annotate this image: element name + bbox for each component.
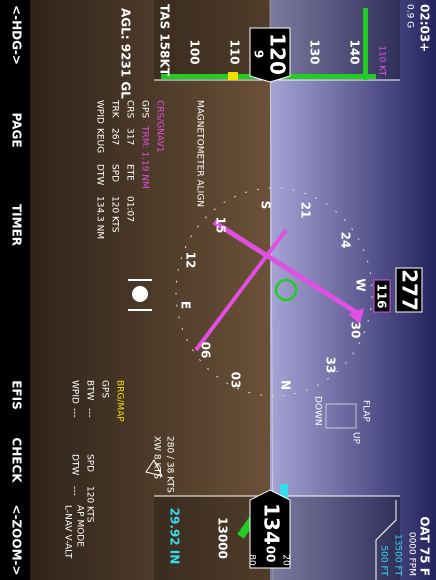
nav1-field: TRK [110,99,120,119]
nav1-field: SPD [110,164,120,182]
nav1-field: ETE [125,164,135,181]
rose-label: 15 [214,217,228,234]
g-load: 0.9 G [405,4,415,28]
softkey[interactable]: CHECK [10,437,24,483]
rose-label: S [259,201,273,210]
green-arc [363,8,368,80]
nav1-field: 120 KTS [110,196,120,233]
needle-head [348,308,364,324]
flap-up: UP [351,432,361,445]
wind: 280 / 38 KTS [165,436,175,493]
heading-readout: 277 [398,269,422,311]
nav2-field: DTW [70,454,80,475]
softkey[interactable]: <-HDG-> [10,5,24,65]
nav2-field: --- [70,486,80,496]
ground [30,0,270,580]
nav2-field: SPD [85,454,95,472]
flap-down: DOWN [313,396,323,426]
vsi: 0000 FPM [407,532,417,576]
rose-label: 33 [324,357,338,374]
altitude-tick-label: 13000 [216,517,230,559]
compass-rose [175,187,373,397]
autopilot: AP MODE [75,505,85,547]
speed-tick-label: 100 [188,39,202,64]
tas: TAS 158KT [158,4,172,77]
softkey[interactable]: <-ZOOM-> [10,504,24,575]
speed-bug-label: 110 KT [377,45,387,76]
rose-label: 03 [229,372,243,389]
flap-title: FLAP [361,400,371,423]
speed-tick-label: 110 [228,39,242,64]
rose-label: N [279,380,293,390]
altitude-bug-label: 13500 FT [393,534,403,577]
nav1-field: GPS [140,100,150,118]
nav2-field: --- [70,408,80,418]
clock: 02:03+ [418,4,432,52]
altitude-small: 00 [264,546,278,563]
agl: AGL: 9231 GL [119,8,133,99]
nav2-field: GPS [100,380,110,398]
wind-arrow [145,459,163,477]
message: MAGNETOMETER ALIGN [195,100,205,207]
rose-label: 12 [184,252,198,269]
nav1-field: WPID [95,100,105,124]
rose-label: 21 [299,202,313,219]
altitude-roll: 20 [281,554,291,566]
nav1-field: DTW [95,164,105,185]
nav2-field: 120 KTS [85,486,95,523]
rose-label: E [179,301,193,309]
oat: OAT 75 F [418,516,432,576]
nav2-title: BRG/MAP [115,380,125,422]
nav1-field: 267 [110,128,120,145]
sky [270,0,436,580]
course-needle [212,219,364,319]
alt-bug-line [375,500,397,580]
speed-bug [228,72,238,80]
softkey[interactable]: PAGE [10,112,24,147]
bearing-needle [194,228,288,352]
alt-bug [280,484,288,498]
nav1-field: 01:07 [125,196,135,222]
speed-roll: 9 [252,50,266,58]
baro: 29.92 IN [168,508,182,565]
speed-box [249,27,291,83]
flap-gauge [325,403,357,429]
nav1-field: KEUG [95,128,105,153]
flight-path-marker [274,278,298,302]
nav1-title: CRS/GNAV1 [155,100,165,152]
slip-ball [132,286,148,302]
dtk: 116 [375,283,389,308]
softkey[interactable]: TIMER [10,204,24,246]
rose-label: 30 [349,322,363,339]
nav2-field: BTW [85,380,95,401]
nav1-field: 317 [125,128,135,145]
rose-label: 24 [339,232,353,249]
softkey[interactable]: EFIS [10,380,24,410]
speed-readout: 120 [266,33,290,75]
vs-bug-label: 500 FT [379,545,389,576]
altitude-box [249,489,291,569]
horizon [269,0,274,580]
nav1-field: TRM: 1.19 NM [140,125,150,189]
wind: XW 8 KTS [152,436,162,479]
altitude-readout: 134 [260,503,284,545]
heading-box [395,267,423,313]
altitude-roll: 80 [247,554,257,566]
nav1-field: 134.3 NM [95,196,105,239]
rose-label: 06 [199,342,213,359]
rose-label: W [354,278,368,291]
autopilot: L-NAV V-ALT [63,505,73,559]
nav1-field: CRS [125,100,135,119]
softkey-bar [0,0,30,580]
speed-tick-label: 140 [348,39,362,64]
nav2-field: --- [85,408,95,418]
dtk-box [373,279,391,313]
speed-tick-label: 130 [308,39,322,64]
nav2-field: WPID [70,380,80,404]
